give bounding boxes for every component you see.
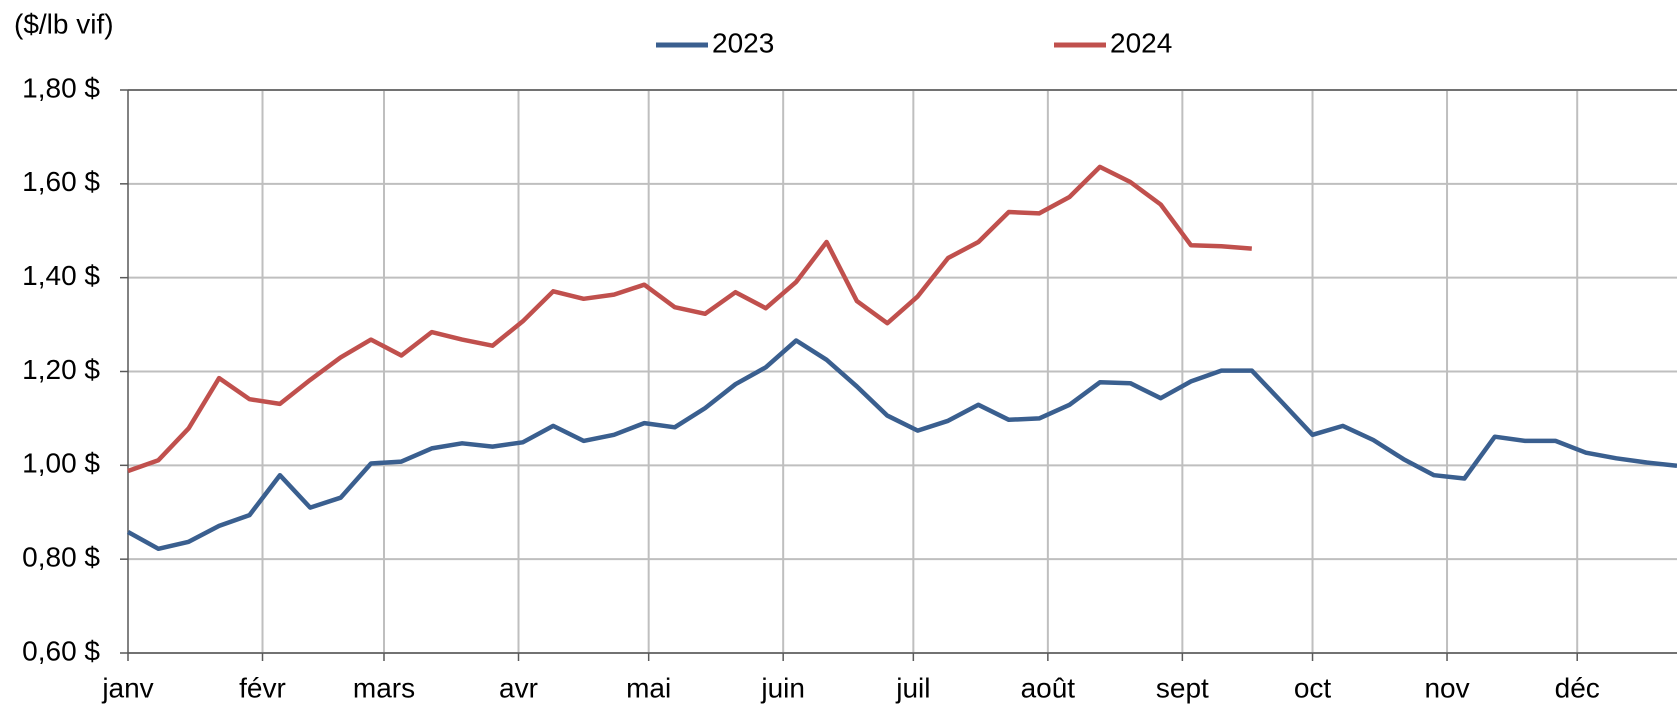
y-tick-label: 1,60 $ xyxy=(22,166,100,197)
x-tick-label: juil xyxy=(895,672,930,703)
legend-label: 2024 xyxy=(1110,27,1172,58)
x-tick-label: févr xyxy=(239,672,286,703)
x-tick-label: déc xyxy=(1555,672,1600,703)
series-line xyxy=(126,338,1677,552)
y-tick-label: 0,60 $ xyxy=(22,635,100,666)
x-tick-label: nov xyxy=(1424,672,1469,703)
x-tick-label: mai xyxy=(626,672,671,703)
y-tick-label: 1,40 $ xyxy=(22,260,100,291)
y-tick-label: 1,00 $ xyxy=(22,448,100,479)
x-tick-label: mars xyxy=(353,672,415,703)
y-tick-label: 1,20 $ xyxy=(22,354,100,385)
series-line xyxy=(127,164,1252,474)
x-tick-label: juin xyxy=(760,672,805,703)
legend-label: 2023 xyxy=(712,27,774,58)
y-tick-label: 0,80 $ xyxy=(22,542,100,573)
x-tick-label: janv xyxy=(101,672,153,703)
x-tick-label: août xyxy=(1021,672,1076,703)
y-axis-label: ($/lb vif) xyxy=(14,8,114,39)
x-tick-label: avr xyxy=(499,672,538,703)
x-tick-label: oct xyxy=(1294,672,1332,703)
y-tick-label: 1,80 $ xyxy=(22,72,100,103)
x-tick-label: sept xyxy=(1156,672,1209,703)
